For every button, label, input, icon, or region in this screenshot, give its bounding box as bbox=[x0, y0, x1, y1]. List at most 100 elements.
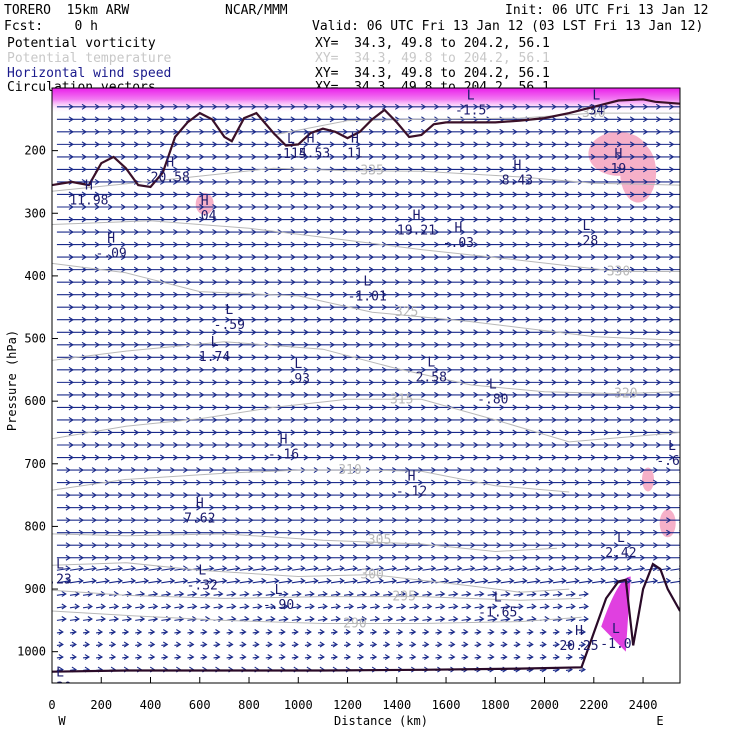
circulation-vector-head bbox=[483, 479, 489, 486]
circulation-vector-head bbox=[196, 504, 202, 511]
circulation-vector-head bbox=[149, 654, 156, 661]
circulation-vector-head bbox=[65, 554, 71, 561]
circulation-vector bbox=[291, 618, 301, 621]
circulation-vector-head bbox=[397, 654, 404, 661]
circulation-vector-head bbox=[222, 577, 228, 584]
wind-extremum-type: L bbox=[211, 335, 219, 350]
circulation-vector-head bbox=[682, 405, 686, 410]
circulation-vector-head bbox=[123, 629, 130, 635]
circulation-vector-head bbox=[87, 591, 93, 597]
wind-extremum-type: H bbox=[408, 470, 416, 485]
wind-extremum-value: -.09 bbox=[95, 247, 126, 262]
circulation-vector-head bbox=[509, 577, 515, 584]
wind-extremum-type: L bbox=[494, 591, 502, 606]
circulation-vector-head bbox=[365, 577, 372, 584]
circulation-vector-head bbox=[600, 542, 607, 549]
circulation-vector-head bbox=[613, 517, 620, 524]
circulation-vector-head bbox=[91, 577, 97, 584]
circulation-vector-head bbox=[113, 603, 120, 610]
isentrope-label: 310 bbox=[338, 463, 361, 478]
circulation-vector bbox=[317, 593, 327, 596]
circulation-vector-head bbox=[639, 554, 646, 561]
circulation-vector-head bbox=[404, 565, 411, 572]
circulation-vector-head bbox=[143, 577, 150, 584]
circulation-vector bbox=[500, 593, 510, 596]
circulation-vector-head bbox=[196, 542, 202, 549]
circulation-vector-head bbox=[300, 492, 306, 499]
circulation-vector bbox=[578, 580, 592, 584]
circulation-vector-head bbox=[179, 603, 185, 610]
circulation-vector-head bbox=[405, 554, 411, 561]
circulation-vector-head bbox=[91, 529, 98, 536]
circulation-vector bbox=[448, 593, 458, 596]
circulation-vector-head bbox=[453, 616, 459, 622]
circulation-vector bbox=[304, 605, 314, 609]
circulation-vector-head bbox=[326, 542, 333, 549]
circulation-vector-head bbox=[345, 641, 352, 648]
circulation-vector-head bbox=[126, 616, 133, 622]
circulation-vector-head bbox=[270, 616, 276, 622]
circulation-vector-head bbox=[666, 479, 672, 486]
circulation-vector-head bbox=[58, 654, 64, 661]
circulation-vector bbox=[109, 605, 119, 609]
circulation-vector-head bbox=[430, 565, 437, 572]
circulation-vector-head bbox=[352, 479, 359, 486]
circulation-vector-head bbox=[444, 492, 450, 499]
circulation-vector-head bbox=[561, 492, 567, 499]
circulation-vector-head bbox=[209, 577, 215, 584]
circulation-vector-head bbox=[682, 167, 686, 172]
circulation-vector-head bbox=[274, 504, 280, 511]
circulation-vector-head bbox=[283, 616, 289, 622]
circulation-vector bbox=[304, 567, 318, 571]
circulation-vector bbox=[213, 580, 227, 584]
circulation-vector-head bbox=[502, 629, 508, 635]
circulation-vector bbox=[135, 567, 149, 571]
circulation-vector-head bbox=[261, 542, 267, 549]
circulation-vector-head bbox=[183, 492, 189, 499]
circulation-vector-head bbox=[91, 467, 98, 474]
circulation-vector-head bbox=[215, 641, 221, 648]
circulation-vector-head bbox=[496, 577, 502, 584]
circulation-vector-head bbox=[339, 479, 346, 486]
circulation-vector bbox=[278, 580, 292, 584]
wind-extremum-value: -1.01 bbox=[348, 289, 387, 304]
wind-extremum-type: H bbox=[514, 158, 522, 173]
circulation-vector-head bbox=[209, 492, 215, 499]
circulation-vector-head bbox=[404, 577, 411, 584]
isentrope-300 bbox=[52, 562, 570, 593]
circulation-vector-head bbox=[496, 565, 502, 572]
wind-extremum-type: H bbox=[307, 131, 315, 146]
circulation-vector-head bbox=[218, 616, 224, 622]
circulation-vector-head bbox=[600, 517, 607, 524]
circulation-vector-head bbox=[143, 517, 150, 524]
circulation-vector-head bbox=[413, 603, 420, 610]
circulation-vector-head bbox=[682, 317, 686, 322]
circulation-vector bbox=[422, 567, 436, 571]
circulation-vector bbox=[474, 618, 484, 621]
circulation-vector-head bbox=[440, 616, 446, 622]
circulation-vector-head bbox=[300, 565, 306, 572]
circulation-vector bbox=[435, 593, 445, 596]
circulation-vector-head bbox=[574, 504, 581, 511]
circulation-vector-head bbox=[457, 554, 463, 561]
plot-frame bbox=[51, 87, 681, 684]
circulation-vector-head bbox=[235, 504, 241, 511]
circulation-vector-head bbox=[515, 629, 521, 635]
circulation-vector-head bbox=[179, 591, 185, 597]
circulation-vector-head bbox=[509, 467, 515, 474]
circulation-vector-head bbox=[257, 616, 263, 622]
circulation-vector bbox=[213, 605, 223, 609]
circulation-vector bbox=[239, 593, 249, 596]
circulation-vector-head bbox=[427, 603, 433, 610]
circulation-vector-head bbox=[682, 380, 686, 385]
circulation-vector-head bbox=[322, 616, 328, 622]
circulation-vector bbox=[487, 593, 497, 596]
circulation-vector-head bbox=[248, 492, 254, 499]
circulation-vector-head bbox=[189, 641, 195, 648]
circulation-vector bbox=[618, 567, 632, 571]
circulation-vector-head bbox=[682, 330, 686, 335]
circulation-vector-head bbox=[183, 542, 189, 549]
circulation-vector-head bbox=[313, 554, 319, 561]
circulation-vector bbox=[200, 567, 214, 571]
circulation-vector-head bbox=[319, 654, 325, 661]
